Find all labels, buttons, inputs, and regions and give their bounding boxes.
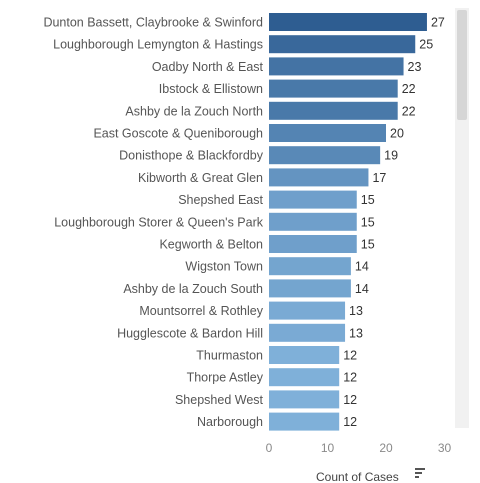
value-label: 12 (343, 393, 357, 407)
category-label: Ashby de la Zouch North (125, 104, 263, 118)
bar[interactable] (269, 323, 346, 342)
value-label: 13 (349, 304, 363, 318)
value-label: 25 (419, 38, 433, 52)
category-label: Shepshed East (178, 193, 263, 207)
value-label: 12 (343, 371, 357, 385)
value-label: 20 (390, 127, 404, 141)
bar[interactable] (269, 235, 357, 253)
bar[interactable] (269, 13, 427, 31)
bars-layer (269, 13, 427, 431)
x-tick-label: 20 (379, 441, 393, 455)
bar[interactable] (269, 257, 351, 276)
x-tick-label: 10 (321, 441, 335, 455)
value-label: 12 (343, 349, 357, 363)
bar[interactable] (269, 124, 386, 142)
value-label: 13 (349, 326, 363, 340)
value-label: 17 (372, 171, 386, 185)
labels-layer: Dunton Bassett, Claybrooke & Swinford 27 L… (43, 16, 444, 430)
bar[interactable] (269, 412, 340, 431)
bar[interactable] (269, 57, 404, 76)
category-label: Shepshed West (175, 393, 264, 407)
category-label: Ibstock & Ellistown (159, 82, 263, 96)
value-label: 19 (384, 149, 398, 163)
category-label: Ashby de la Zouch South (123, 282, 263, 296)
bar[interactable] (269, 168, 369, 187)
bar[interactable] (269, 35, 416, 54)
scrollbar-thumb[interactable] (457, 10, 467, 120)
bar[interactable] (269, 212, 357, 231)
value-label: 22 (402, 104, 416, 118)
category-label: Dunton Bassett, Claybrooke & Swinford (43, 16, 263, 30)
value-label: 15 (361, 193, 375, 207)
category-label: East Goscote & Queniborough (93, 127, 263, 141)
category-label: Oadby North & East (152, 60, 264, 74)
x-tick-label: 0 (266, 441, 273, 455)
value-label: 22 (402, 82, 416, 96)
bar[interactable] (269, 346, 340, 364)
category-label: Thurmaston (196, 349, 263, 363)
bar[interactable] (269, 190, 357, 209)
sort-descending-icon[interactable] (415, 468, 425, 478)
category-label: Thorpe Astley (187, 371, 264, 385)
value-label: 14 (355, 260, 369, 274)
bar[interactable] (269, 79, 398, 98)
value-label: 14 (355, 282, 369, 296)
category-label: Donisthope & Blackfordby (119, 149, 264, 163)
bar[interactable] (269, 390, 340, 409)
x-axis: 0 10 20 30 (266, 441, 452, 455)
category-label: Narborough (197, 415, 263, 429)
category-label: Mountsorrel & Rothley (139, 304, 263, 318)
bar[interactable] (269, 368, 340, 387)
category-label: Kegworth & Belton (159, 238, 263, 252)
bar[interactable] (269, 101, 398, 120)
category-label: Loughborough Lemyngton & Hastings (53, 38, 263, 52)
category-label: Kibworth & Great Glen (138, 171, 263, 185)
value-label: 27 (431, 16, 445, 30)
bar[interactable] (269, 146, 381, 165)
bar[interactable] (269, 301, 346, 320)
bar[interactable] (269, 279, 351, 298)
category-label: Hugglescote & Bardon Hill (117, 326, 263, 340)
value-label: 23 (408, 60, 422, 74)
x-axis-title: Count of Cases (316, 470, 399, 483)
value-label: 12 (343, 415, 357, 429)
category-label: Wigston Town (185, 260, 263, 274)
category-label: Loughborough Storer & Queen's Park (54, 215, 264, 229)
x-tick-label: 30 (438, 441, 452, 455)
value-label: 15 (361, 215, 375, 229)
value-label: 15 (361, 238, 375, 252)
